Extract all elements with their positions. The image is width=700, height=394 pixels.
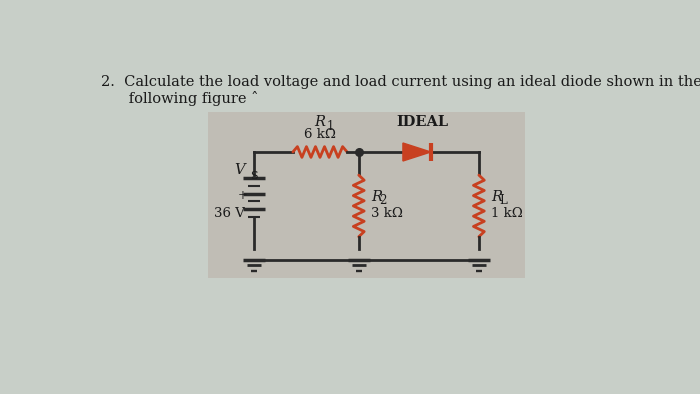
Text: V: V (234, 164, 245, 177)
Text: 1: 1 (327, 120, 335, 133)
Text: 2.  Calculate the load voltage and load current using an ideal diode shown in th: 2. Calculate the load voltage and load c… (102, 75, 700, 89)
Text: 2: 2 (379, 194, 386, 207)
Text: 1 kΩ: 1 kΩ (491, 207, 523, 220)
Bar (208, 112, 526, 277)
Text: 36 V: 36 V (214, 207, 245, 220)
Text: S: S (251, 171, 258, 181)
Text: L: L (499, 194, 507, 207)
Text: R: R (491, 190, 503, 204)
Text: following figure ˆ: following figure ˆ (102, 91, 259, 106)
Text: IDEAL: IDEAL (396, 115, 449, 129)
Text: R: R (314, 115, 326, 129)
Text: 3 kΩ: 3 kΩ (371, 207, 403, 220)
Text: +: + (238, 189, 248, 202)
Text: 6 kΩ: 6 kΩ (304, 128, 336, 141)
Text: R: R (371, 190, 382, 204)
Polygon shape (403, 143, 430, 161)
